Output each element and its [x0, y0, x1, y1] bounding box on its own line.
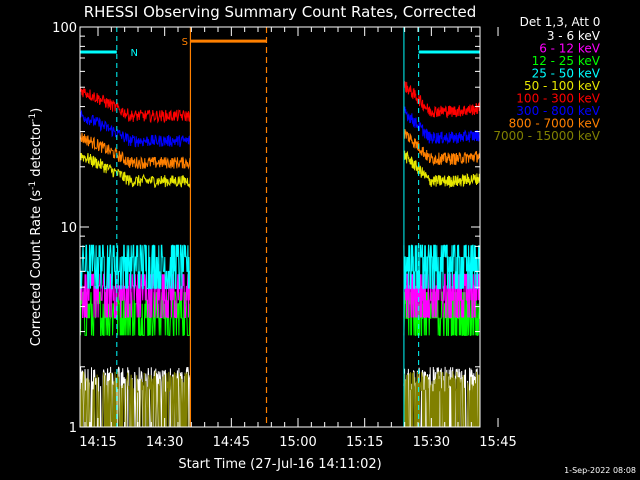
legend-item: 100 - 300 keV [516, 92, 600, 106]
x-tick-label: 15:30 [413, 435, 450, 450]
series-line-6-12-kev [403, 273, 481, 318]
y-tick-label: 100 [52, 21, 77, 36]
series-line-300-800-kev [403, 106, 481, 145]
series-line-300-800-kev [79, 109, 191, 148]
x-tick-label: 15:15 [346, 435, 383, 450]
legend-item: 6 - 12 keV [539, 42, 601, 56]
x-tick-label: 15:00 [279, 435, 316, 450]
series-line-50-100-kev [79, 152, 191, 189]
series-line-50-100-kev [403, 150, 481, 189]
x-tick-label: 14:30 [146, 435, 183, 450]
series-line-100-300-kev [79, 86, 191, 124]
series-line-800-7000-kev [79, 132, 191, 170]
x-tick-label: 15:45 [479, 435, 516, 450]
series-line-25-50-kev [79, 244, 191, 290]
legend-item: 800 - 7000 keV [509, 117, 601, 131]
legend-header: Det 1,3, Att 0 [520, 15, 601, 29]
series-line-800-7000-kev [403, 129, 481, 166]
series-line-25-50-kev [403, 244, 481, 290]
y-axis-label-sup1: -1 [28, 181, 38, 190]
y-axis-label-mid: detector [29, 121, 44, 181]
y-axis-label: Corrected Count Rate (s-1 detector-1) [28, 108, 44, 346]
legend-item: 50 - 100 keV [524, 79, 601, 93]
y-tick-label: 10 [60, 221, 77, 236]
footer-date: 1-Sep-2022 08:08 [564, 466, 636, 475]
y-tick-label: 1 [69, 421, 77, 436]
x-tick-label: 14:15 [79, 435, 116, 450]
plot-area: N S 1 10 100 14:15 14:30 14:45 15:00 15:15 15:30 15… [52, 21, 517, 450]
y-axis-label-end: ) [29, 108, 44, 113]
legend-item: 25 - 50 keV [532, 67, 601, 81]
flag-label-n: N [131, 48, 138, 59]
x-tick-label: 14:45 [213, 435, 250, 450]
flag-label-s: S [182, 37, 188, 48]
x-axis-label: Start Time (27-Jul-16 14:11:02) [178, 457, 381, 472]
chart-title: RHESSI Observing Summary Count Rates, Co… [84, 3, 477, 21]
legend-item: 12 - 25 keV [532, 54, 601, 68]
legend-item: 300 - 800 keV [516, 104, 600, 118]
y-axis-label-sup2: -1 [28, 113, 38, 122]
legend-item: 7000 - 15000 keV [493, 129, 600, 143]
y-axis-label-main: Corrected Count Rate (s [29, 190, 44, 347]
legend-item: 3 - 6 keV [547, 29, 601, 43]
series-line-100-300-kev [403, 81, 481, 119]
